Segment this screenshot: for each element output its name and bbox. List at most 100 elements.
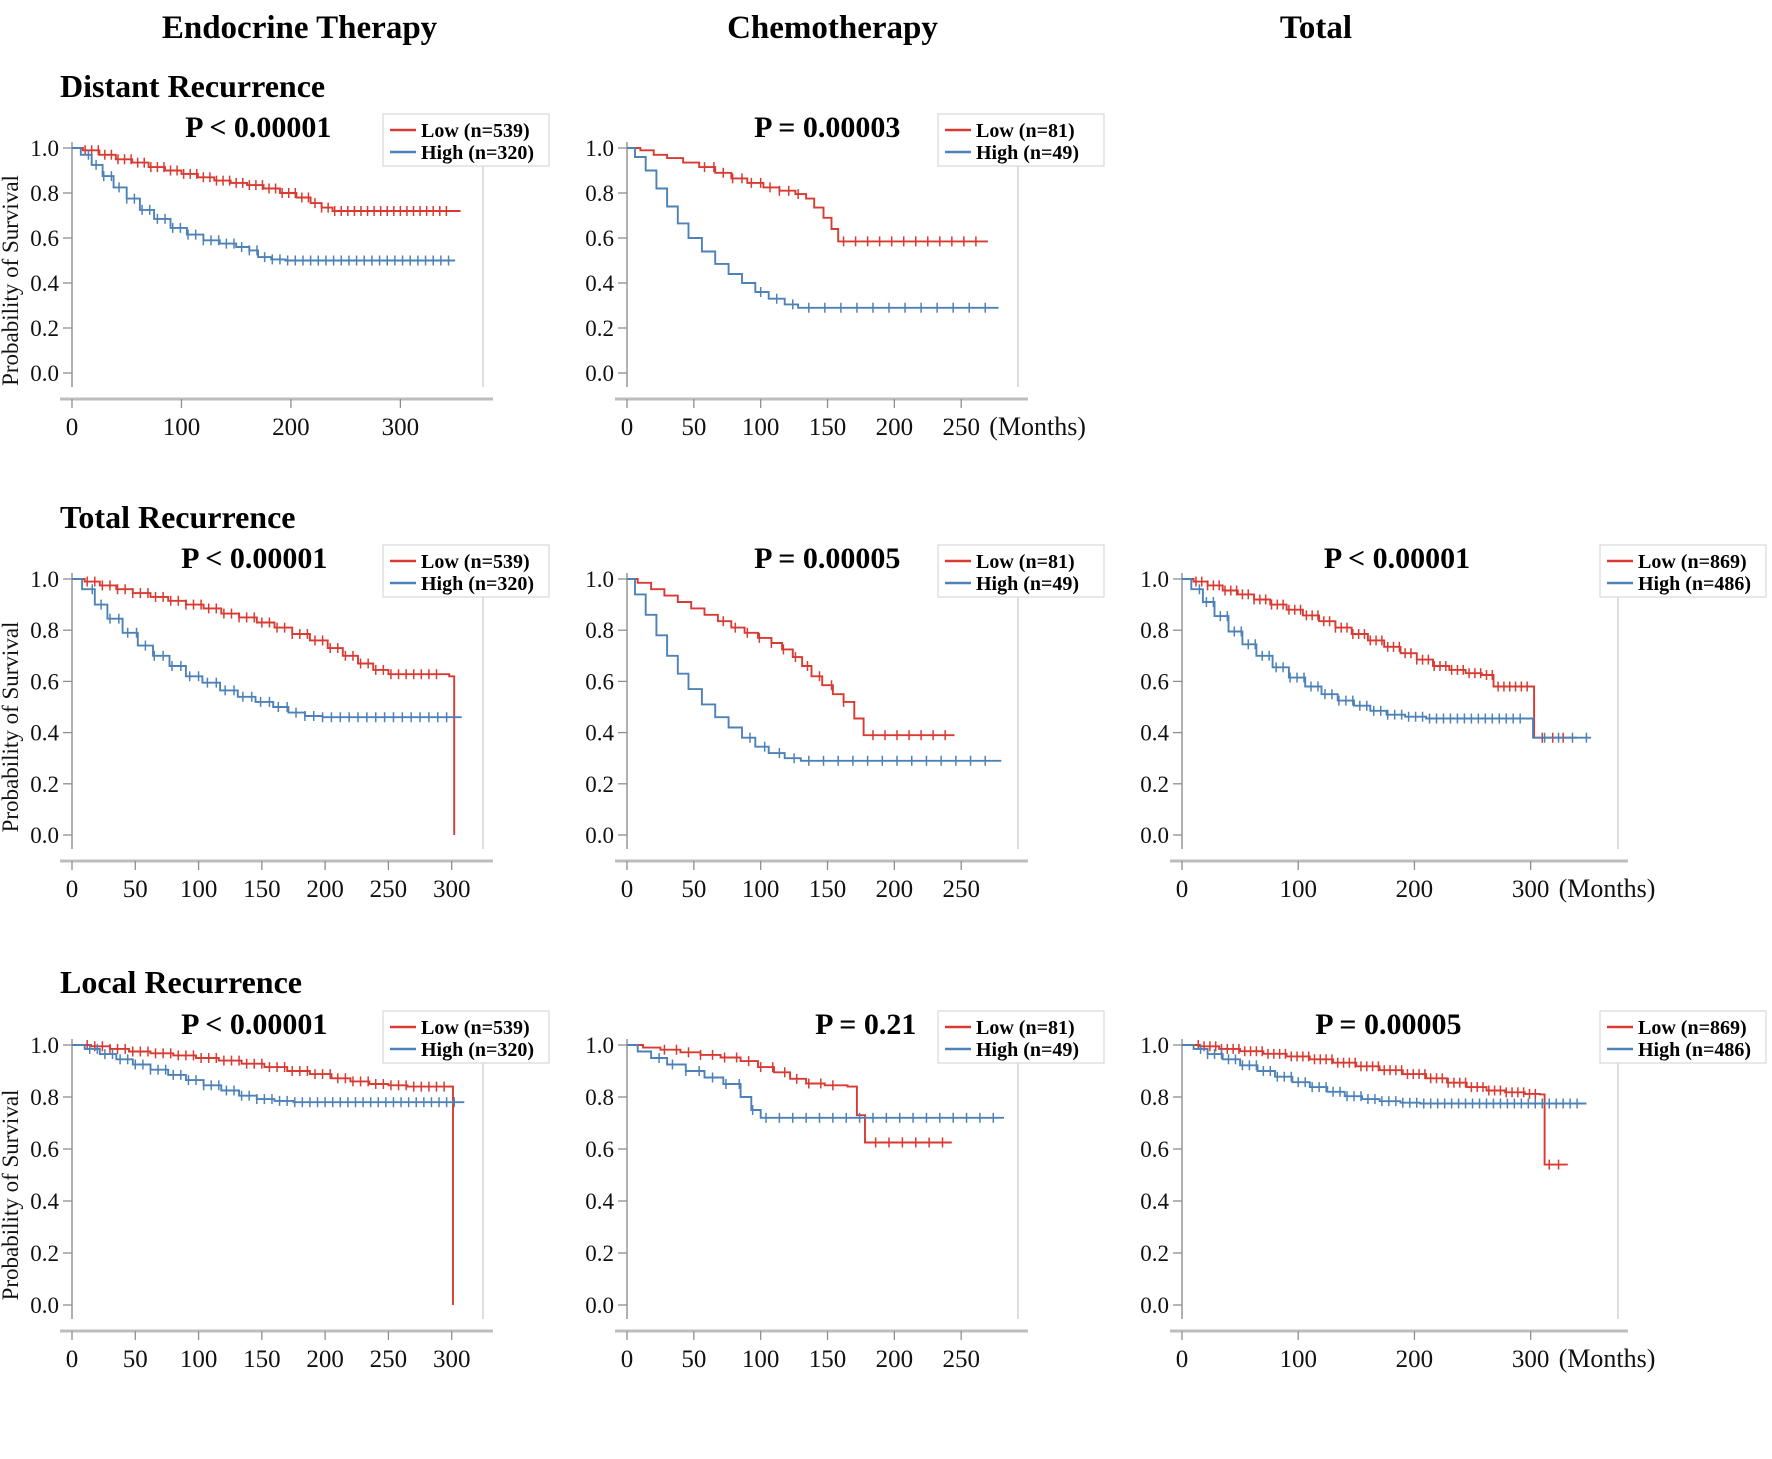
svg-text:0.6: 0.6 [1140,1137,1169,1162]
km-plot-total-recurrence-total: 1.0 0.8 0.6 0.4 0.2 0.0 0 100 200 300 (Months) P < … [1140,542,1767,903]
row-header-distant-recurrence: Distant Recurrence [60,68,326,104]
svg-text:0.8: 0.8 [1140,1085,1169,1110]
svg-text:Low (n=869): Low (n=869) [1638,1017,1747,1039]
svg-text:0.4: 0.4 [30,721,59,746]
svg-text:1.0: 1.0 [585,1033,614,1058]
cell-distant-total-empty [1110,110,1772,440]
svg-text:0.8: 0.8 [30,619,59,644]
svg-text:(Months): (Months) [1559,874,1656,903]
svg-text:300: 300 [433,876,471,903]
svg-text:0: 0 [66,1346,79,1373]
svg-text:0.0: 0.0 [1140,1293,1169,1318]
svg-text:P < 0.00001: P < 0.00001 [185,111,331,144]
svg-text:0.6: 0.6 [30,226,59,251]
km-plot-local-recurrence-chemotherapy: 1.0 0.8 0.6 0.4 0.2 0.0 0 50 100 150 200 250 P = 0.2… [585,1008,1105,1373]
svg-text:300: 300 [1512,1346,1550,1373]
svg-text:50: 50 [123,876,148,903]
svg-text:100: 100 [1279,876,1317,903]
svg-text:0: 0 [621,414,634,441]
svg-text:High (n=320): High (n=320) [421,1039,534,1061]
km-plot-distant-recurrence-chemotherapy: 1.0 0.8 0.6 0.4 0.2 0.0 0 50 100 150 200 250 (Months… [585,111,1105,441]
svg-text:High (n=49): High (n=49) [976,1039,1079,1061]
svg-text:100: 100 [180,876,218,903]
svg-text:50: 50 [681,414,706,441]
plot-row-distant-recurrence: 1.0 0.8 0.6 0.4 0.2 0.0 0 100 200 300 P < 0.00001 P… [0,110,1772,441]
cell-distant-endocrine: 1.0 0.8 0.6 0.4 0.2 0.0 0 100 200 300 P < 0.00001 P… [0,110,555,441]
svg-text:0: 0 [66,414,79,441]
svg-text:P < 0.00001: P < 0.00001 [181,1008,327,1041]
svg-text:1.0: 1.0 [585,567,614,592]
svg-text:1.0: 1.0 [30,567,59,592]
svg-text:High (n=486): High (n=486) [1638,573,1751,595]
svg-text:0: 0 [1176,1346,1189,1373]
svg-text:200: 200 [1396,1346,1434,1373]
svg-text:100: 100 [1279,1346,1317,1373]
svg-text:150: 150 [809,414,847,441]
svg-text:(Months): (Months) [1559,1344,1656,1373]
figure-page: Endocrine Therapy Chemotherapy Total Dis… [0,10,1772,1373]
svg-text:200: 200 [272,414,310,441]
svg-text:100: 100 [180,1346,218,1373]
svg-text:300: 300 [433,1346,471,1373]
svg-text:0.4: 0.4 [585,1189,614,1214]
km-plot-local-recurrence-endocrine: 1.0 0.8 0.6 0.4 0.2 0.0 0 50 100 150 200 250 300 P < … [0,1008,550,1373]
row-header-local-recurrence: Local Recurrence [60,964,302,1001]
svg-text:High (n=49): High (n=49) [976,573,1079,595]
svg-text:1.0: 1.0 [1140,567,1169,592]
svg-text:0.0: 0.0 [585,823,614,848]
svg-text:1.0: 1.0 [585,136,614,161]
svg-text:0.8: 0.8 [30,181,59,206]
svg-text:Low (n=869): Low (n=869) [1638,551,1747,573]
row-header-total-recurrence: Total Recurrence [60,499,296,536]
svg-text:0.2: 0.2 [30,316,59,341]
cell-distant-chemotherapy: 1.0 0.8 0.6 0.4 0.2 0.0 0 50 100 150 200 250 (Months… [555,110,1110,441]
svg-text:200: 200 [306,1346,344,1373]
svg-text:0.2: 0.2 [585,316,614,341]
km-plot-total-recurrence-chemotherapy: 1.0 0.8 0.6 0.4 0.2 0.0 0 50 100 150 200 250 P = 0.0… [585,542,1105,903]
cell-local-endocrine: 1.0 0.8 0.6 0.4 0.2 0.0 0 50 100 150 200 250 300 P < … [0,1007,555,1373]
svg-text:50: 50 [681,876,706,903]
svg-text:Low (n=81): Low (n=81) [976,551,1075,573]
svg-text:250: 250 [370,1346,408,1373]
svg-text:0.4: 0.4 [1140,1189,1169,1214]
svg-text:0.2: 0.2 [30,772,59,797]
svg-text:1.0: 1.0 [30,1033,59,1058]
column-header-total: Total [1279,10,1353,46]
svg-text:High (n=49): High (n=49) [976,142,1079,164]
svg-text:0.6: 0.6 [585,670,614,695]
svg-text:0.2: 0.2 [1140,1241,1169,1266]
svg-text:0.2: 0.2 [30,1241,59,1266]
cell-local-total: 1.0 0.8 0.6 0.4 0.2 0.0 0 100 200 300 (Months) P = … [1110,1007,1772,1373]
legend: Low (n=81)High (n=49) [937,113,1105,167]
svg-text:0.2: 0.2 [1140,772,1169,797]
svg-text:1.0: 1.0 [1140,1033,1169,1058]
svg-text:P = 0.00005: P = 0.00005 [1315,1008,1461,1041]
svg-text:0.8: 0.8 [585,181,614,206]
svg-text:0.8: 0.8 [30,1085,59,1110]
legend: Low (n=539)High (n=320) [382,113,550,167]
svg-text:0.8: 0.8 [1140,619,1169,644]
svg-text:P = 0.21: P = 0.21 [815,1008,916,1041]
svg-text:0.6: 0.6 [30,1137,59,1162]
svg-text:150: 150 [243,876,281,903]
svg-text:250: 250 [942,1346,980,1373]
legend: Low (n=869)High (n=486) [1599,1009,1767,1064]
svg-text:0: 0 [1176,876,1189,903]
svg-text:100: 100 [163,414,201,441]
svg-text:0: 0 [621,1346,634,1373]
legend: Low (n=539)High (n=320) [382,1009,550,1064]
svg-text:200: 200 [876,1346,914,1373]
svg-text:Probability of Survival: Probability of Survival [0,622,23,833]
svg-text:High (n=320): High (n=320) [421,142,534,164]
svg-text:1.0: 1.0 [30,136,59,161]
svg-text:0.0: 0.0 [30,1293,59,1318]
column-header-chemotherapy: Chemotherapy [727,10,938,46]
svg-text:0.8: 0.8 [585,1085,614,1110]
svg-text:0.4: 0.4 [30,271,59,296]
cell-total-chemotherapy: 1.0 0.8 0.6 0.4 0.2 0.0 0 50 100 150 200 250 P = 0.0… [555,541,1110,903]
svg-text:Low (n=81): Low (n=81) [976,120,1075,142]
svg-text:0.4: 0.4 [585,721,614,746]
legend: Low (n=81)High (n=49) [937,544,1105,598]
svg-text:0.6: 0.6 [585,1137,614,1162]
svg-text:Low (n=539): Low (n=539) [421,120,530,142]
